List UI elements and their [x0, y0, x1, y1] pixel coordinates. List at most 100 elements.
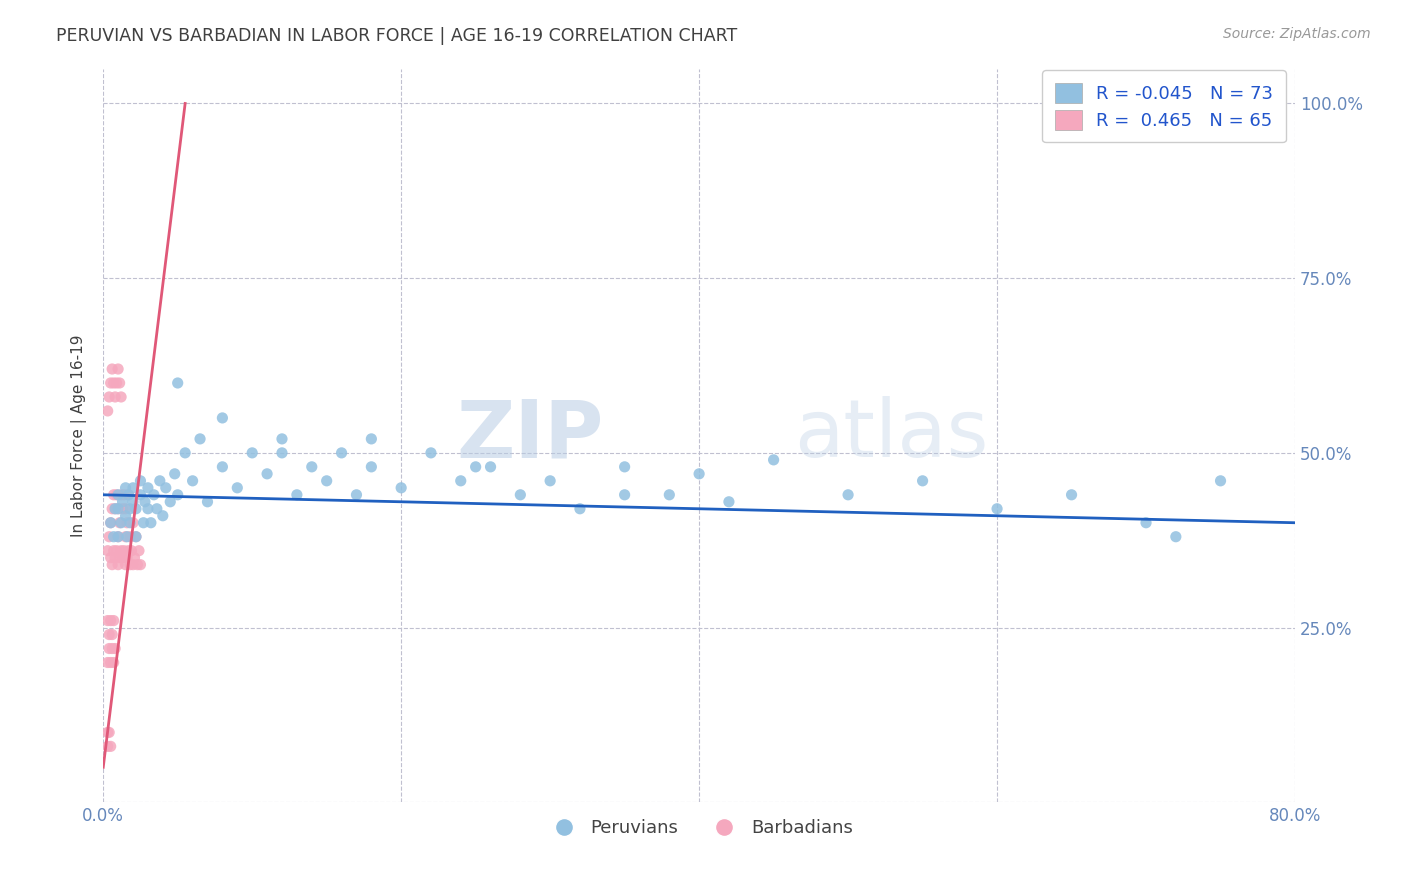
- Point: [117, 488, 139, 502]
- Point: [420, 446, 443, 460]
- Point: [122, 481, 145, 495]
- Point: [103, 656, 125, 670]
- Point: [97, 739, 120, 754]
- Point: [101, 627, 124, 641]
- Point: [762, 453, 785, 467]
- Point: [163, 467, 186, 481]
- Point: [100, 739, 122, 754]
- Point: [115, 516, 138, 530]
- Point: [129, 488, 152, 502]
- Point: [117, 488, 139, 502]
- Point: [285, 488, 308, 502]
- Point: [110, 390, 132, 404]
- Point: [986, 501, 1008, 516]
- Point: [104, 550, 127, 565]
- Point: [101, 558, 124, 572]
- Point: [166, 376, 188, 390]
- Point: [181, 474, 204, 488]
- Point: [108, 516, 131, 530]
- Point: [108, 550, 131, 565]
- Point: [717, 495, 740, 509]
- Point: [139, 516, 162, 530]
- Point: [100, 516, 122, 530]
- Point: [101, 362, 124, 376]
- Point: [114, 558, 136, 572]
- Point: [97, 543, 120, 558]
- Point: [450, 474, 472, 488]
- Text: PERUVIAN VS BARBADIAN IN LABOR FORCE | AGE 16-19 CORRELATION CHART: PERUVIAN VS BARBADIAN IN LABOR FORCE | A…: [56, 27, 738, 45]
- Point: [1164, 530, 1187, 544]
- Point: [128, 543, 150, 558]
- Point: [114, 481, 136, 495]
- Point: [136, 501, 159, 516]
- Point: [98, 390, 121, 404]
- Point: [149, 474, 172, 488]
- Point: [104, 641, 127, 656]
- Point: [117, 543, 139, 558]
- Point: [509, 488, 531, 502]
- Point: [108, 376, 131, 390]
- Point: [97, 725, 120, 739]
- Point: [129, 474, 152, 488]
- Point: [360, 432, 382, 446]
- Point: [97, 656, 120, 670]
- Point: [112, 488, 135, 502]
- Point: [166, 488, 188, 502]
- Point: [107, 501, 129, 516]
- Point: [837, 488, 859, 502]
- Point: [100, 516, 122, 530]
- Point: [124, 550, 146, 565]
- Text: atlas: atlas: [794, 396, 988, 475]
- Point: [271, 432, 294, 446]
- Point: [330, 446, 353, 460]
- Point: [98, 725, 121, 739]
- Point: [98, 641, 121, 656]
- Point: [159, 495, 181, 509]
- Point: [107, 362, 129, 376]
- Point: [613, 459, 636, 474]
- Text: ZIP: ZIP: [457, 396, 603, 475]
- Point: [129, 558, 152, 572]
- Point: [103, 614, 125, 628]
- Point: [240, 446, 263, 460]
- Point: [111, 501, 134, 516]
- Point: [101, 641, 124, 656]
- Point: [389, 481, 412, 495]
- Point: [122, 558, 145, 572]
- Point: [107, 530, 129, 544]
- Point: [97, 404, 120, 418]
- Point: [127, 558, 149, 572]
- Point: [98, 627, 121, 641]
- Point: [125, 530, 148, 544]
- Point: [100, 550, 122, 565]
- Legend: Peruvians, Barbadians: Peruvians, Barbadians: [538, 812, 860, 845]
- Point: [100, 376, 122, 390]
- Point: [103, 530, 125, 544]
- Point: [98, 530, 121, 544]
- Point: [125, 530, 148, 544]
- Point: [118, 558, 141, 572]
- Point: [110, 516, 132, 530]
- Point: [103, 488, 125, 502]
- Point: [1060, 488, 1083, 502]
- Y-axis label: In Labor Force | Age 16-19: In Labor Force | Age 16-19: [72, 334, 87, 537]
- Point: [112, 543, 135, 558]
- Point: [188, 432, 211, 446]
- Point: [122, 516, 145, 530]
- Point: [105, 376, 128, 390]
- Point: [107, 488, 129, 502]
- Point: [118, 501, 141, 516]
- Point: [111, 495, 134, 509]
- Point: [613, 488, 636, 502]
- Point: [152, 508, 174, 523]
- Point: [104, 390, 127, 404]
- Point: [568, 501, 591, 516]
- Point: [110, 543, 132, 558]
- Point: [103, 376, 125, 390]
- Point: [114, 501, 136, 516]
- Point: [118, 516, 141, 530]
- Point: [211, 411, 233, 425]
- Point: [107, 558, 129, 572]
- Point: [132, 516, 155, 530]
- Point: [136, 481, 159, 495]
